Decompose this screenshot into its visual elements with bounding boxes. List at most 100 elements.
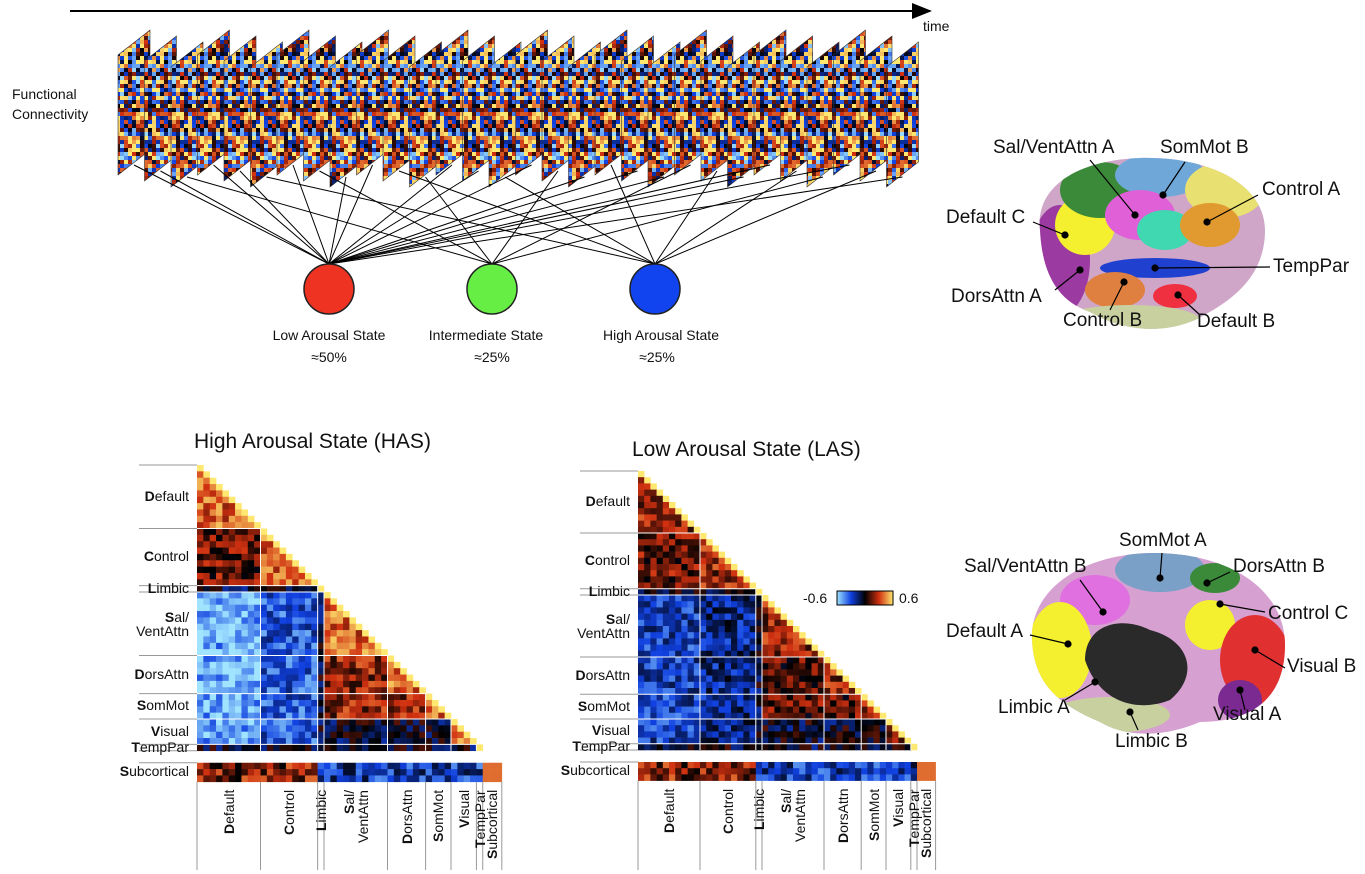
matrix-cell	[349, 617, 356, 624]
matrix-cell	[793, 725, 800, 732]
matrix-cell	[762, 762, 769, 769]
matrix-cell	[330, 598, 337, 605]
region-label: Default B	[1197, 311, 1275, 333]
matrix-cell	[235, 700, 242, 707]
matrix-cell	[330, 649, 337, 656]
matrix-cell	[861, 774, 868, 781]
matrix-cell	[267, 611, 274, 618]
col-label: Default	[222, 790, 236, 860]
matrix-cell	[330, 681, 337, 688]
matrix-cell	[197, 738, 204, 745]
matrix-cell	[286, 630, 293, 637]
matrix-cell	[222, 605, 229, 612]
matrix-cell	[311, 605, 318, 612]
matrix-cell	[898, 731, 905, 738]
matrix-cell	[694, 601, 701, 608]
matrix-cell	[292, 567, 299, 574]
matrix-cell	[229, 763, 236, 770]
matrix-cell	[222, 529, 229, 536]
matrix-cell	[644, 663, 651, 670]
matrix-cell	[241, 516, 248, 523]
matrix-cell	[362, 738, 369, 745]
matrix-cell	[280, 687, 287, 694]
matrix-cell	[400, 700, 407, 707]
matrix-cell	[267, 668, 274, 675]
matrix-cell	[375, 725, 382, 732]
matrix-cell	[650, 682, 657, 689]
matrix-cell	[663, 570, 670, 577]
matrix-cell	[261, 592, 268, 599]
matrix-cell	[700, 601, 707, 608]
matrix-cell	[426, 694, 433, 701]
matrix-cell	[743, 601, 750, 608]
matrix-cell	[197, 529, 204, 536]
matrix-cell	[706, 694, 713, 701]
matrix-cell	[669, 545, 676, 552]
matrix-cell	[400, 744, 407, 751]
matrix-cell	[267, 548, 274, 555]
matrix-cell	[267, 694, 274, 701]
region-label: Visual A	[1213, 704, 1281, 726]
matrix-cell	[650, 669, 657, 676]
matrix-cell	[719, 663, 726, 670]
matrix-cell	[657, 570, 664, 577]
matrix-cell	[299, 706, 306, 713]
matrix-cell	[774, 626, 781, 633]
matrix-cell	[203, 719, 210, 726]
matrix-cell	[700, 725, 707, 732]
matrix-cell	[426, 706, 433, 713]
matrix-cell	[248, 617, 255, 624]
matrix-cell	[650, 707, 657, 714]
matrix-cell	[805, 762, 812, 769]
matrix-cell	[388, 694, 395, 701]
matrix-cell	[768, 713, 775, 720]
matrix-cell	[675, 774, 682, 781]
matrix-cell	[663, 583, 670, 590]
matrix-cell	[787, 738, 794, 745]
matrix-cell	[812, 700, 819, 707]
link	[187, 177, 492, 264]
matrix-cell	[216, 719, 223, 726]
matrix-cell	[273, 725, 280, 732]
matrix-cell	[644, 539, 651, 546]
matrix-cell	[638, 688, 645, 695]
matrix-cell	[216, 522, 223, 529]
matrix-cell	[375, 675, 382, 682]
matrix-cell	[381, 725, 388, 732]
matrix-cell	[812, 676, 819, 683]
matrix-cell	[254, 636, 261, 643]
matrix-cell	[419, 713, 426, 720]
matrix-cell	[830, 762, 837, 769]
matrix-cell	[318, 643, 325, 650]
matrix-cell	[337, 763, 344, 770]
matrix-cell	[235, 611, 242, 618]
link	[655, 171, 797, 264]
matrix-cell	[719, 638, 726, 645]
matrix-cell	[375, 763, 382, 770]
matrix-cell	[799, 768, 806, 775]
matrix-cell	[805, 651, 812, 658]
matrix-cell	[688, 651, 695, 658]
matrix-cell	[216, 687, 223, 694]
matrix-cell	[318, 617, 325, 624]
matrix-cell	[229, 611, 236, 618]
matrix-cell	[706, 738, 713, 745]
matrix-cell	[712, 589, 719, 596]
matrix-cell	[407, 769, 414, 776]
matrix-cell	[650, 514, 657, 521]
matrix-cell	[675, 576, 682, 583]
matrix-cell	[318, 700, 325, 707]
matrix-cell	[787, 762, 794, 769]
matrix-cell	[725, 725, 732, 732]
col-label: DorsAttn	[836, 789, 850, 859]
matrix-cell	[203, 681, 210, 688]
matrix-cell	[799, 645, 806, 652]
matrix-cell	[445, 725, 452, 732]
matrix-cell	[261, 732, 268, 739]
matrix-cell	[241, 509, 248, 516]
matrix-cell	[216, 744, 223, 751]
matrix-cell	[197, 497, 204, 504]
matrix-cell	[706, 614, 713, 621]
matrix-cell	[719, 694, 726, 701]
row-label: Limbic	[480, 584, 630, 598]
